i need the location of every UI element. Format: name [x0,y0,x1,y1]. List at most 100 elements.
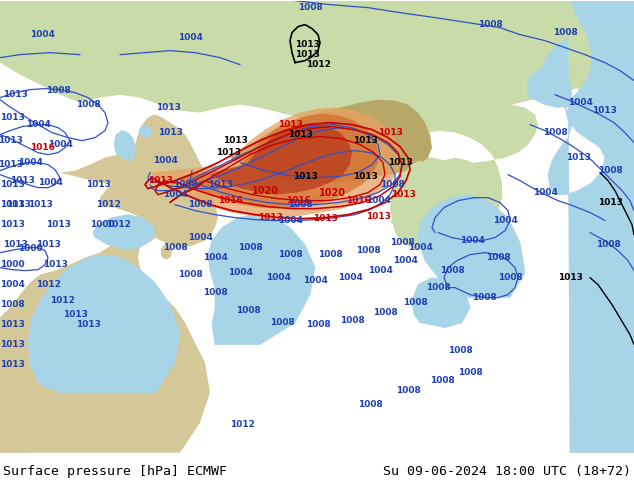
Text: 1013: 1013 [0,320,25,329]
Text: 1012: 1012 [36,280,60,289]
Text: 1012: 1012 [230,420,254,429]
Text: 1016: 1016 [30,143,55,152]
Text: 1008: 1008 [188,200,212,209]
Text: 1013: 1013 [3,90,27,99]
Polygon shape [542,0,634,453]
Text: Su 09-06-2024 18:00 UTC (18+72): Su 09-06-2024 18:00 UTC (18+72) [383,465,631,478]
Text: 1013: 1013 [75,320,100,329]
Text: 1008: 1008 [340,316,365,325]
Text: 1013: 1013 [353,136,377,145]
Text: Surface pressure [hPa] ECMWF: Surface pressure [hPa] ECMWF [3,465,227,478]
Text: 1004: 1004 [533,188,557,197]
Text: 1008: 1008 [297,3,322,12]
Text: 1008: 1008 [373,308,398,317]
Text: 1013: 1013 [158,128,183,137]
Polygon shape [578,81,602,100]
Text: 1013: 1013 [313,214,337,223]
Text: 1008: 1008 [0,300,24,309]
Text: 1004: 1004 [228,268,252,277]
Text: 1008: 1008 [380,180,404,189]
Text: 1004: 1004 [366,196,391,205]
Text: 1013: 1013 [295,40,320,49]
Text: 1004: 1004 [178,33,202,42]
Polygon shape [208,215,315,344]
Polygon shape [161,245,172,260]
Polygon shape [60,155,168,203]
Text: 1013: 1013 [0,160,22,169]
Text: 1013: 1013 [0,360,25,369]
Text: 1013: 1013 [566,153,590,162]
Text: 1012: 1012 [106,220,131,229]
Polygon shape [390,102,538,250]
Text: 1013: 1013 [46,220,70,229]
Text: 1004: 1004 [25,120,51,129]
Text: 1016: 1016 [285,196,311,205]
Text: 1008: 1008 [543,128,567,137]
Text: 1008: 1008 [472,293,496,302]
Text: 1020: 1020 [252,186,278,196]
Text: 1016: 1016 [217,196,242,205]
Text: 1008: 1008 [318,250,342,259]
Polygon shape [0,368,35,453]
Text: 1012: 1012 [96,200,120,209]
Polygon shape [412,278,470,328]
Text: 1000: 1000 [0,260,24,269]
Text: 1008: 1008 [178,270,202,279]
Polygon shape [150,108,400,218]
Text: 1013: 1013 [391,190,415,199]
Text: 1008: 1008 [595,240,621,249]
Text: 1013: 1013 [598,198,623,207]
Text: 1004: 1004 [302,276,327,285]
Text: 1013: 1013 [0,180,25,189]
Text: 1013: 1013 [10,176,34,185]
Text: 1004: 1004 [337,273,363,282]
Text: 1013: 1013 [257,213,282,222]
Text: 1008: 1008 [458,368,482,377]
Text: 1008: 1008 [553,28,578,37]
Text: 1000: 1000 [89,220,114,229]
Text: 1013: 1013 [207,180,233,189]
Polygon shape [28,255,180,392]
Text: 1013: 1013 [288,130,313,139]
Text: 1008: 1008 [203,288,228,297]
Text: 1004: 1004 [278,216,302,225]
Text: 1004: 1004 [153,156,178,165]
Text: 1013: 1013 [223,136,247,145]
Text: 1013: 1013 [557,273,583,282]
Text: 1013: 1013 [0,113,25,122]
Polygon shape [418,195,525,297]
Polygon shape [140,115,170,145]
Text: 1008: 1008 [425,283,450,292]
Polygon shape [402,161,458,220]
Text: 1013: 1013 [278,120,302,129]
Text: 1013: 1013 [292,172,318,181]
Text: 1004: 1004 [493,216,517,225]
Polygon shape [0,213,210,453]
Text: 1013: 1013 [353,172,377,181]
Polygon shape [390,158,492,228]
Text: 1008: 1008 [75,100,100,109]
Text: 1008: 1008 [396,386,420,395]
Text: 1013: 1013 [378,128,403,137]
Text: 1008: 1008 [236,306,261,315]
Text: 1004: 1004 [567,98,592,107]
Text: 1020: 1020 [318,188,346,197]
Polygon shape [100,168,168,218]
Polygon shape [230,99,432,183]
Text: 1008: 1008 [269,318,294,327]
Text: 1013: 1013 [42,260,67,269]
Text: 1004: 1004 [0,280,25,289]
Text: 1008: 1008 [430,376,455,385]
Text: 1008: 1008 [356,246,380,255]
Polygon shape [114,131,135,161]
Text: 1004: 1004 [18,158,42,167]
Text: 1008: 1008 [439,266,464,275]
Polygon shape [546,85,572,108]
Text: 1008: 1008 [288,200,313,209]
Polygon shape [178,114,378,209]
Text: 1008: 1008 [172,180,197,189]
Text: 1013: 1013 [0,340,25,349]
Polygon shape [132,115,218,247]
Text: 1012: 1012 [49,296,74,305]
Text: 1004: 1004 [48,140,72,149]
